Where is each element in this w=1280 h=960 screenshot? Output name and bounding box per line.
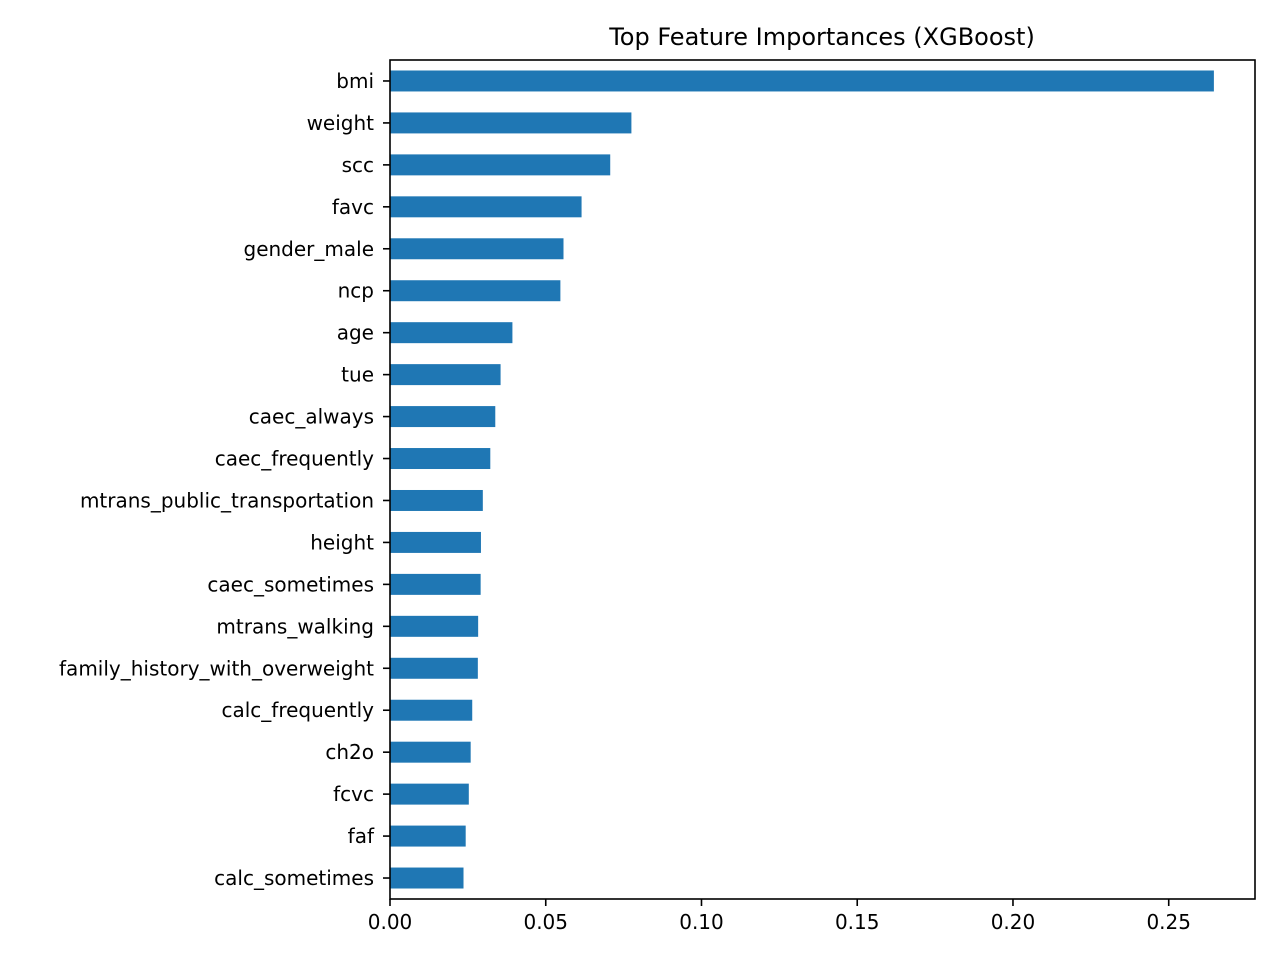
bar-weight — [390, 112, 632, 134]
x-tick-label: 0.00 — [368, 910, 413, 934]
bar-scc — [390, 154, 611, 176]
bar-caec_frequently — [390, 448, 491, 470]
y-tick-label: weight — [307, 111, 375, 135]
bar-bmi — [390, 70, 1214, 92]
y-tick-label: mtrans_walking — [216, 614, 374, 638]
plot-frame — [389, 59, 1256, 900]
y-tick-label: favc — [332, 195, 374, 219]
y-tick-label: ch2o — [325, 740, 374, 764]
bar-ncp — [390, 280, 561, 302]
x-tick-label: 0.10 — [679, 910, 724, 934]
y-tick-label: caec_frequently — [215, 447, 374, 471]
y-tick-label: faf — [348, 824, 375, 848]
y-tick-label: family_history_with_overweight — [59, 656, 374, 680]
bar-caec_sometimes — [390, 573, 481, 595]
y-tick-label: age — [337, 321, 374, 345]
y-tick-label: caec_sometimes — [207, 572, 374, 596]
y-tick-label: tue — [341, 363, 374, 387]
x-tick-label: 0.25 — [1146, 910, 1191, 934]
bar-age — [390, 322, 513, 344]
x-tick-label: 0.05 — [523, 910, 568, 934]
y-tick-label: fcvc — [333, 782, 374, 806]
bar-family_history_with_overweight — [390, 657, 478, 679]
bar-height — [390, 531, 481, 553]
y-tick-label: mtrans_public_transportation — [80, 488, 374, 512]
y-tick-label: height — [310, 530, 374, 554]
bar-calc_sometimes — [390, 867, 464, 889]
x-axis-ticks: 0.00 0.05 0.10 0.15 0.20 0.25 — [368, 899, 1191, 934]
x-tick-label: 0.15 — [835, 910, 880, 934]
bar-faf — [390, 825, 466, 847]
bar-fcvc — [390, 783, 469, 805]
x-tick-label: 0.20 — [991, 910, 1036, 934]
bar-mtrans_walking — [390, 615, 479, 637]
bar-mtrans_public_transportation — [390, 489, 483, 511]
chart-title: Top Feature Importances (XGBoost) — [608, 23, 1035, 51]
y-tick-label: scc — [342, 153, 374, 177]
bar-caec_always — [390, 406, 496, 428]
bar-tue — [390, 364, 501, 386]
bar-gender_male — [390, 238, 564, 260]
y-tick-label: bmi — [336, 69, 374, 93]
y-tick-label: gender_male — [244, 237, 375, 261]
bar-ch2o — [390, 741, 471, 763]
y-tick-label: calc_frequently — [221, 698, 374, 722]
y-tick-label: calc_sometimes — [214, 866, 374, 890]
bars-layer — [390, 70, 1214, 889]
bar-calc_frequently — [390, 699, 473, 721]
y-tick-label: caec_always — [249, 405, 374, 429]
bar-favc — [390, 196, 582, 218]
y-tick-label: ncp — [338, 279, 374, 303]
